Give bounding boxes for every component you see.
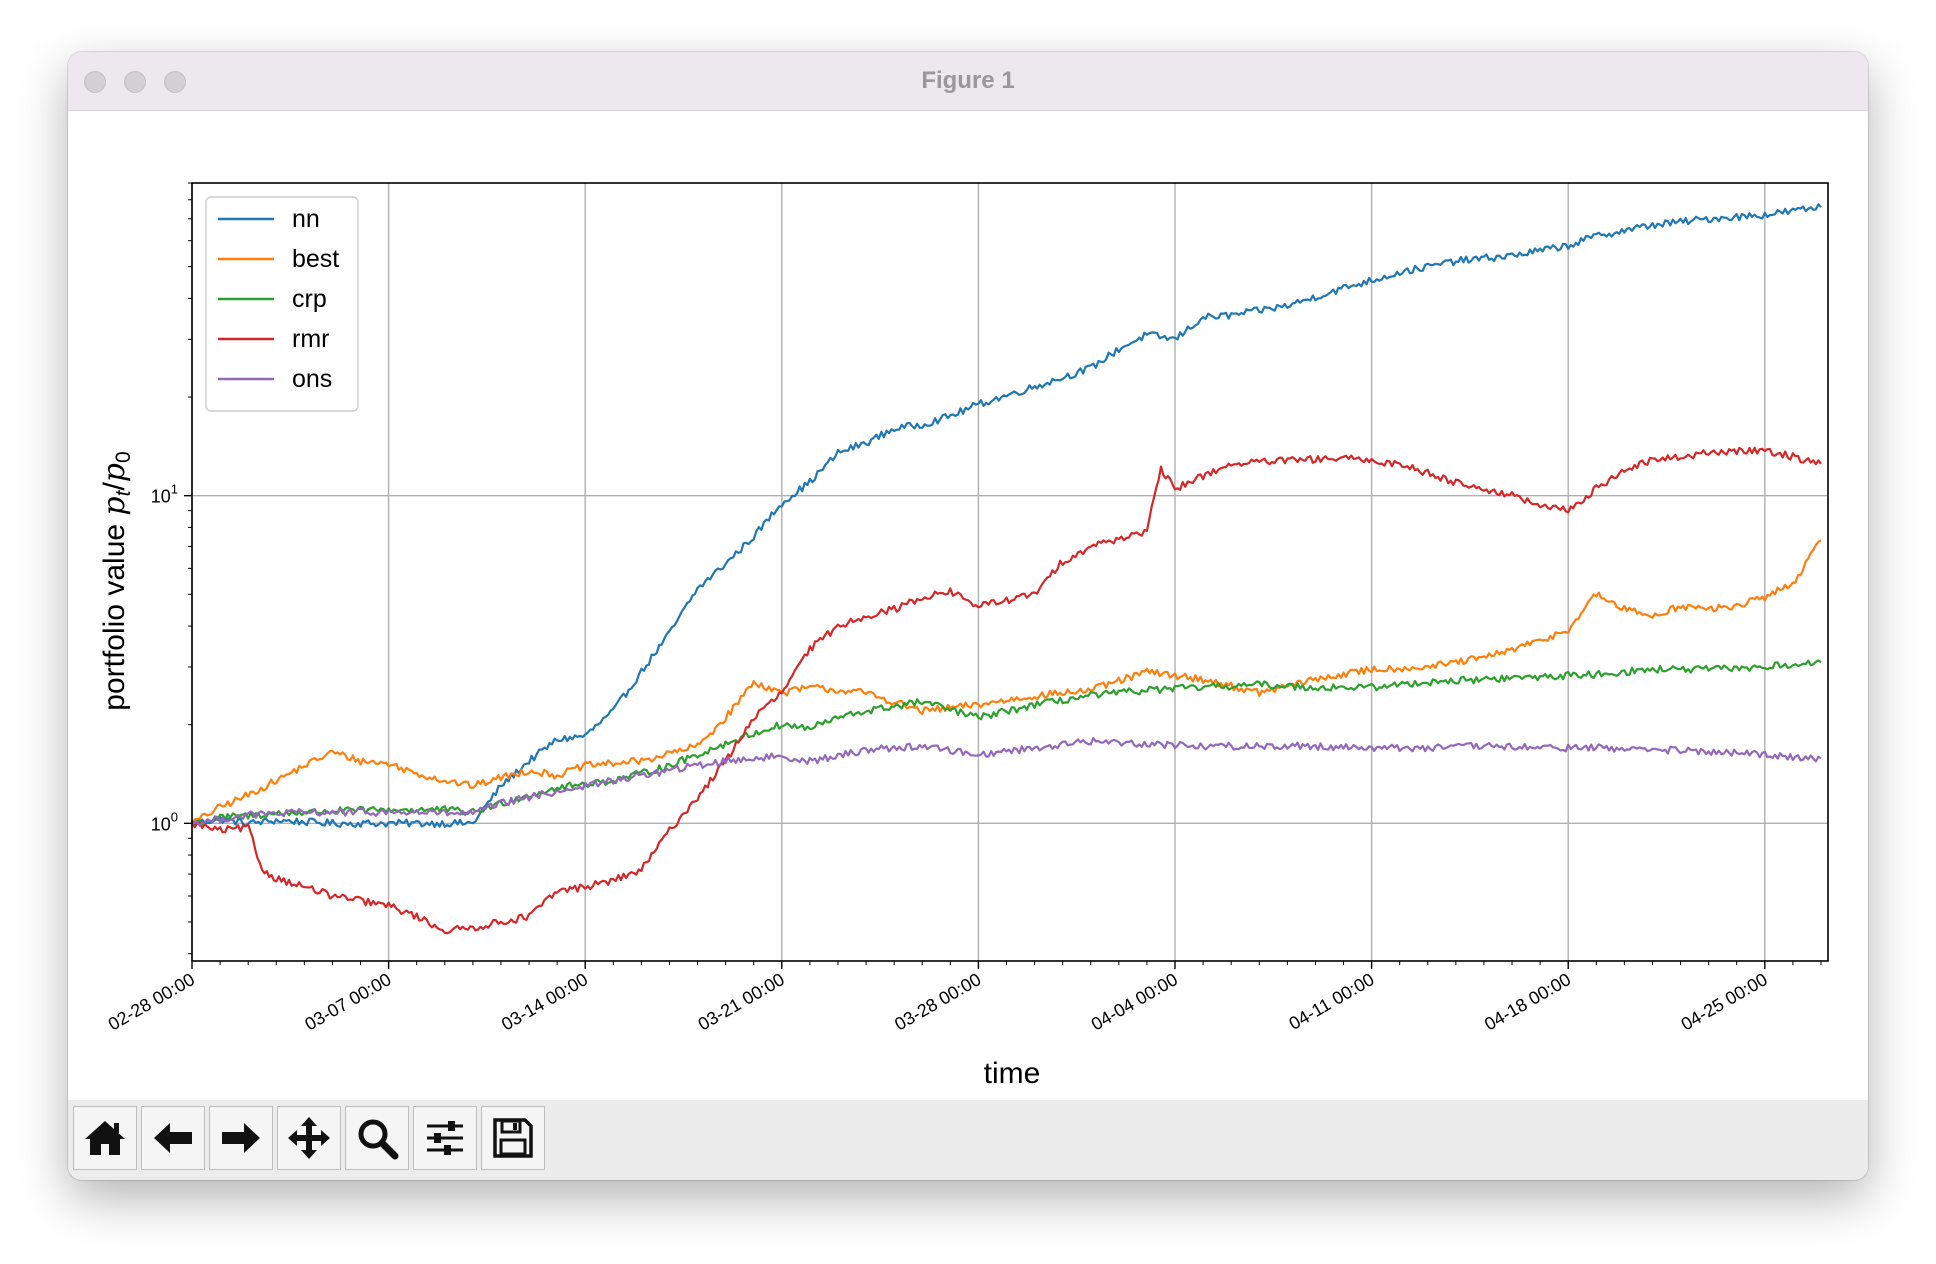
y-axis-label-p: p	[97, 496, 132, 515]
series-lines	[190, 203, 1822, 935]
configure-subplots-icon	[427, 1121, 463, 1155]
y-axis-label-sub-t: t	[112, 489, 135, 496]
zoom-button[interactable]	[345, 1106, 409, 1170]
x-tick-label: 03-21 00:00	[695, 969, 788, 1034]
home-icon	[85, 1121, 125, 1155]
zoom-icon	[358, 1119, 399, 1160]
zoom-window-button[interactable]	[164, 71, 186, 93]
pan-button[interactable]	[277, 1106, 341, 1170]
grid-lines	[191, 183, 1828, 961]
legend-label-best: best	[292, 245, 339, 273]
x-tick-label: 04-11 00:00	[1286, 969, 1378, 1034]
ticks: 02-28 00:00 03-07 00:00 03-14 00:00 03-21 0…	[105, 182, 1822, 1035]
x-tick-label: 03-14 00:00	[498, 969, 591, 1034]
y-tick-base: 10	[151, 487, 171, 507]
window-title: Figure 1	[921, 67, 1015, 94]
back-button[interactable]	[141, 1106, 205, 1170]
plot-area: 02-28 00:00 03-07 00:00 03-14 00:00 03-21 0…	[68, 111, 1868, 1159]
legend-label-nn: nn	[292, 205, 320, 233]
series-line-nn	[191, 203, 1822, 829]
series-line-crp	[191, 659, 1822, 826]
figure-window: Figure 1 02-28 00:00 03-07 00:00 03-14 00:…	[68, 52, 1868, 1180]
legend-label-rmr: rmr	[292, 325, 329, 353]
legend[interactable]: nn best crp rmr ons	[205, 196, 359, 412]
y-tick-base: 10	[151, 814, 171, 834]
y-axis-label-p2: p	[97, 463, 132, 482]
close-window-button[interactable]	[84, 71, 106, 93]
back-arrow-icon	[154, 1123, 192, 1153]
legend-label-crp: crp	[292, 285, 327, 313]
navigation-toolbar	[68, 1100, 1868, 1180]
y-tick-exponent: 1	[171, 482, 178, 497]
y-axis-label-slash: /	[98, 482, 131, 491]
pan-icon	[288, 1117, 330, 1159]
home-button[interactable]	[73, 1106, 137, 1170]
series-line-rmr	[190, 446, 1822, 935]
minimize-window-button[interactable]	[124, 71, 146, 93]
y-tick-exponent: 0	[171, 809, 178, 824]
x-tick-label: 03-07 00:00	[301, 969, 394, 1034]
series-line-ons	[191, 736, 1822, 827]
title-bar: Figure 1	[68, 52, 1868, 111]
save-icon	[493, 1118, 533, 1158]
y-axis-label: portfolio value pt/p0	[97, 451, 135, 710]
x-axis-label: time	[984, 1057, 1041, 1090]
y-axis-label-sub-0: 0	[112, 451, 135, 463]
forward-button[interactable]	[209, 1106, 273, 1170]
x-tick-label: 04-25 00:00	[1678, 969, 1771, 1034]
forward-arrow-icon	[222, 1123, 260, 1153]
y-axis-label-text: portfolio value	[98, 516, 131, 711]
x-tick-label: 04-04 00:00	[1088, 969, 1181, 1034]
x-tick-label: 04-18 00:00	[1481, 969, 1574, 1034]
axes-frame	[191, 182, 1829, 962]
save-button[interactable]	[481, 1106, 545, 1170]
x-tick-label: 02-28 00:00	[105, 969, 198, 1034]
legend-label-ons: ons	[292, 365, 332, 393]
series-line-best	[190, 539, 1822, 827]
line-chart[interactable]: 02-28 00:00 03-07 00:00 03-14 00:00 03-21 0…	[68, 111, 1868, 1099]
configure-subplots-button[interactable]	[413, 1106, 477, 1170]
legend-box	[205, 196, 359, 412]
x-tick-label: 03-28 00:00	[891, 969, 984, 1034]
y-tick-label: 100	[151, 809, 178, 834]
y-tick-label: 101	[151, 482, 178, 507]
